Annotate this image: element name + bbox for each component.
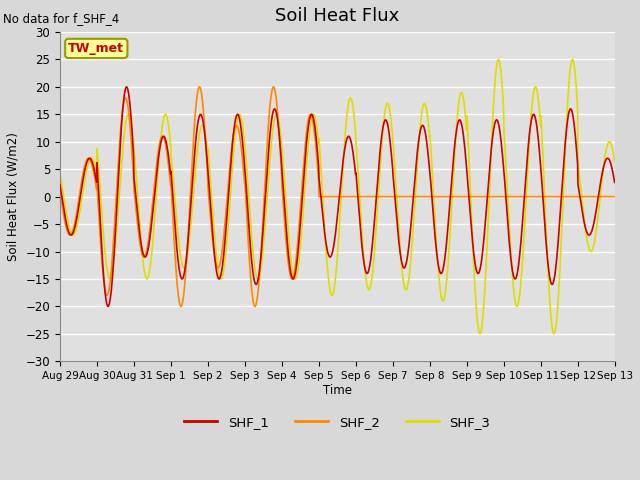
Text: TW_met: TW_met	[68, 42, 124, 55]
SHF_2	[196, 84, 204, 90]
SHF_3	[476, 331, 484, 336]
Line: SHF_2: SHF_2	[60, 87, 614, 306]
SHF_1	[167, 171, 175, 177]
Line: SHF_1: SHF_1	[60, 87, 614, 306]
SHF_3	[611, 159, 618, 165]
SHF_2	[243, 202, 250, 207]
SHF_2	[497, 194, 504, 200]
SHF_2	[611, 194, 618, 200]
SHF_1	[180, 271, 188, 277]
SHF_1	[424, 151, 432, 157]
SHF_2	[424, 194, 432, 200]
SHF_3	[166, 133, 173, 139]
SHF_3	[424, 111, 431, 117]
SHF_3	[179, 264, 187, 270]
SHF_1	[497, 133, 504, 139]
Text: No data for f_SHF_4: No data for f_SHF_4	[3, 12, 120, 25]
SHF_3	[56, 171, 64, 177]
SHF_1	[243, 183, 250, 189]
SHF_1	[546, 273, 554, 279]
Line: SHF_3: SHF_3	[60, 60, 614, 334]
SHF_2	[546, 194, 554, 200]
X-axis label: Time: Time	[323, 384, 352, 397]
SHF_1	[611, 180, 618, 185]
Title: Soil Heat Flux: Soil Heat Flux	[275, 7, 399, 25]
SHF_1	[104, 303, 112, 309]
SHF_3	[495, 57, 502, 62]
SHF_1	[56, 182, 64, 188]
SHF_3	[497, 65, 504, 71]
SHF_3	[241, 150, 249, 156]
Legend: SHF_1, SHF_2, SHF_3: SHF_1, SHF_2, SHF_3	[179, 411, 496, 434]
Y-axis label: Soil Heat Flux (W/m2): Soil Heat Flux (W/m2)	[7, 132, 20, 261]
SHF_2	[177, 303, 185, 309]
SHF_2	[56, 189, 64, 195]
SHF_2	[166, 175, 173, 180]
SHF_1	[123, 84, 131, 90]
SHF_3	[546, 293, 554, 299]
SHF_2	[180, 292, 188, 298]
